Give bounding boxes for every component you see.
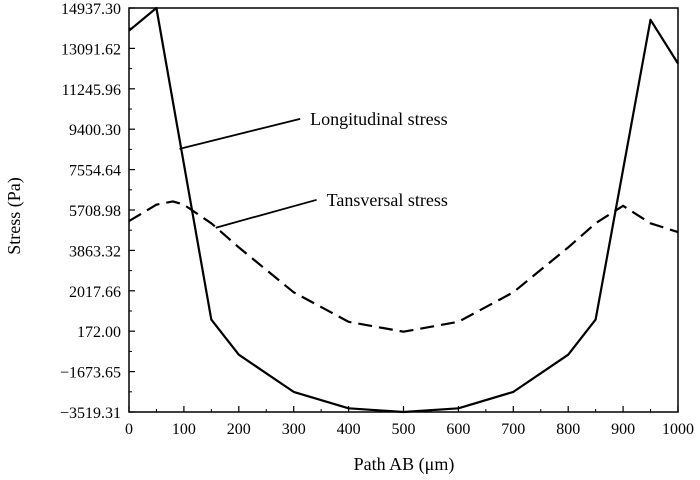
x-tick-label: 700 [501, 421, 525, 438]
series-line-longitudinal [128, 6, 679, 414]
y-tick-label: 5708.98 [69, 203, 121, 220]
y-axis-title: Stress (Pa) [4, 177, 25, 255]
y-tick-label: 7554.64 [69, 163, 121, 180]
x-tick-label: 1000 [662, 421, 694, 438]
annotation-leader-line [179, 117, 301, 150]
plot-area [128, 7, 679, 413]
y-tick-label: −3519.31 [60, 405, 121, 422]
x-tick-label: 300 [282, 421, 306, 438]
y-tick-label: −1673.65 [60, 365, 121, 382]
ticks-layer: 0 100 200 300 400 500 600 700 800 900 1000 14937.30… [60, 1, 694, 438]
x-axis-title: Path AB (μm) [354, 454, 455, 475]
annotation-leader-line [215, 198, 317, 229]
y-tick-label: 9400.30 [69, 122, 121, 139]
annotation-transversal: Tansversal stress [327, 190, 448, 210]
y-tick-label: 3863.32 [69, 243, 121, 260]
y-tick-label: 14937.30 [61, 1, 121, 18]
annotation-longitudinal: Longitudinal stress [310, 109, 448, 129]
plot-border [128, 7, 679, 413]
x-tick-label: 800 [556, 421, 580, 438]
x-tick-label: 600 [446, 421, 470, 438]
series-line-transversal [128, 200, 679, 333]
x-tick-label: 400 [337, 421, 361, 438]
x-tick-label: 200 [227, 421, 251, 438]
x-tick-label: 900 [611, 421, 635, 438]
x-tick-label: 0 [125, 421, 133, 438]
y-tick-label: 11245.96 [62, 82, 121, 99]
y-tick-label: 2017.66 [69, 284, 121, 301]
annotation-layer: Longitudinal stress Tansversal stress [179, 109, 448, 229]
series-layer [128, 6, 679, 414]
x-tick-label: 500 [392, 421, 416, 438]
y-tick-label: 13091.62 [61, 41, 121, 58]
x-tick-label: 100 [172, 421, 196, 438]
y-tick-label: 172.00 [77, 324, 121, 341]
